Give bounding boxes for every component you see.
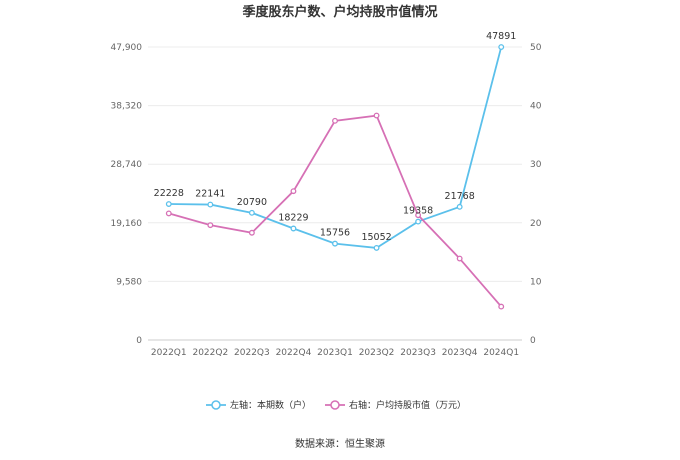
data-label: 20790 — [237, 197, 267, 208]
data-point — [332, 117, 338, 124]
data-label: 19358 — [403, 206, 433, 217]
chart-title: 季度股东户数、户均持股市值情况 — [241, 4, 437, 20]
data-point — [165, 210, 172, 217]
data-labels: 22228 22141 20790 18229 15756 15052 19358 21768… — [154, 31, 517, 243]
left-tick-label: 47,900 — [111, 43, 143, 53]
left-tick-label: 19,160 — [111, 219, 143, 229]
x-tick-label: 2022Q4 — [276, 348, 312, 358]
legend-label: 右轴：户均持股市值（万元） — [349, 399, 466, 411]
left-tick-label: 9,580 — [116, 277, 142, 287]
legend[interactable]: 左轴：本期数（户） 右轴：户均持股市值（万元） — [206, 399, 466, 411]
left-tick-label: 38,320 — [111, 102, 143, 112]
legend-item-1[interactable]: 右轴：户均持股市值（万元） — [325, 399, 466, 411]
data-label: 21768 — [445, 191, 475, 202]
data-source: 数据来源：恒生聚源 — [295, 437, 385, 450]
data-label: 22228 — [154, 188, 184, 199]
right-tick-label: 20 — [530, 219, 542, 229]
legend-item-0[interactable]: 左轴：本期数（户） — [206, 399, 311, 411]
x-tick-label: 2023Q1 — [317, 348, 353, 358]
right-tick-label: 40 — [530, 102, 542, 112]
data-point — [165, 201, 172, 207]
x-tick-label: 2023Q3 — [400, 348, 436, 358]
data-label: 15756 — [320, 228, 350, 239]
left-axis-ticks: 0 9,580 19,160 28,740 38,320 47,900 — [111, 43, 143, 346]
data-point — [456, 255, 463, 262]
data-point — [415, 218, 422, 225]
data-point — [290, 188, 297, 195]
x-tick-label: 2023Q4 — [442, 348, 478, 358]
right-tick-label: 10 — [530, 277, 542, 287]
x-tick-label: 2023Q2 — [359, 348, 395, 358]
right-tick-label: 50 — [530, 43, 542, 53]
data-point — [373, 112, 380, 119]
x-axis-ticks: 2022Q1 2022Q2 2022Q3 2022Q4 2023Q1 2023Q2 2023… — [151, 348, 519, 358]
data-point — [456, 203, 463, 210]
data-point — [248, 229, 255, 236]
data-point — [207, 201, 214, 208]
legend-swatch-marker — [330, 400, 340, 410]
data-label: 22141 — [195, 189, 225, 200]
data-point — [290, 225, 297, 232]
series-line-1 — [168, 114, 502, 308]
legend-label: 左轴：本期数（户） — [230, 399, 311, 411]
data-point — [498, 303, 505, 310]
data-point — [373, 244, 380, 251]
right-axis-ticks: 0 10 20 30 40 50 — [530, 43, 542, 346]
data-point — [415, 212, 422, 219]
data-label: 47891 — [486, 31, 516, 42]
series-line-0 — [168, 46, 503, 249]
x-tick-label: 2024Q1 — [483, 348, 519, 358]
left-tick-label: 28,740 — [111, 160, 143, 170]
x-tick-label: 2022Q3 — [234, 348, 270, 358]
x-tick-label: 2022Q2 — [192, 348, 228, 358]
series-layer — [165, 44, 505, 310]
data-point — [332, 240, 338, 247]
legend-swatch-marker — [211, 400, 221, 410]
x-tick-label: 2022Q1 — [151, 348, 187, 358]
left-tick-label: 0 — [136, 336, 142, 346]
data-point — [248, 209, 255, 216]
right-tick-label: 0 — [530, 336, 536, 346]
data-label: 15052 — [361, 232, 391, 243]
data-point — [207, 222, 214, 229]
data-label: 18229 — [278, 212, 308, 223]
data-point — [498, 44, 505, 51]
right-tick-label: 30 — [530, 160, 542, 170]
